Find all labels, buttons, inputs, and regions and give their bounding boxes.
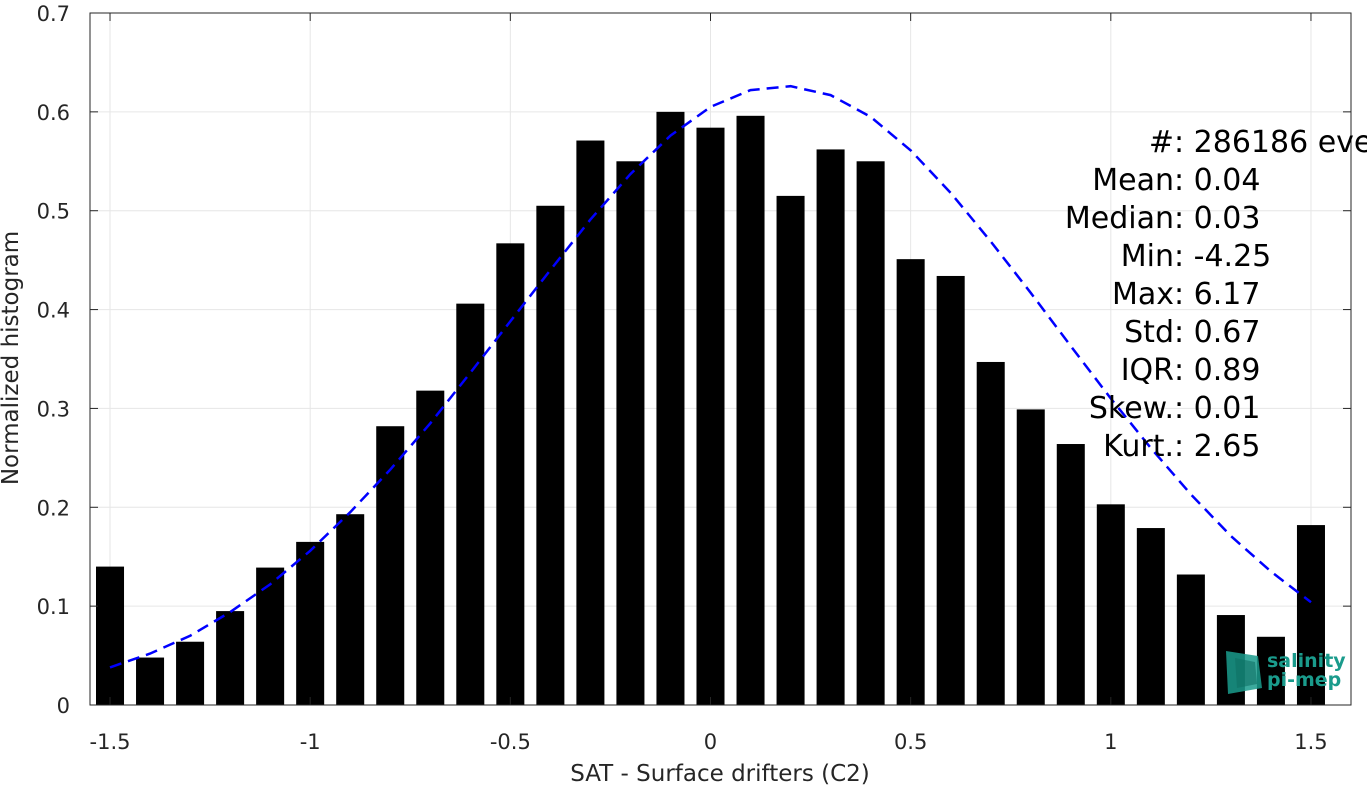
x-tick-label: -1.5 <box>90 730 131 754</box>
logo-line1: salinity <box>1267 650 1346 672</box>
histogram-bar <box>616 161 645 706</box>
histogram-bar <box>1176 574 1205 705</box>
histogram-bar <box>256 567 285 705</box>
x-tick-label: 0 <box>704 730 717 754</box>
tick-labels: -1.5 -1 -0.5 0 0.5 1 1.5 0 0.1 0.2 0.3 0.4 0.5 0.6 0.7 <box>37 2 1328 754</box>
histogram-bar <box>336 514 365 705</box>
histogram-bar <box>376 426 405 705</box>
histogram-bar <box>936 275 965 705</box>
stat-label: Kurt. <box>1103 429 1174 464</box>
y-axis-label: Normalized histogram <box>0 231 24 485</box>
histogram-bar <box>1296 525 1325 705</box>
histogram-bar <box>176 641 205 705</box>
y-tick-label: 0 <box>57 694 70 718</box>
stat-value: : 6.17 <box>1174 277 1260 312</box>
y-tick-label: 0.3 <box>37 397 70 421</box>
stat-label: Median <box>1065 201 1174 236</box>
histogram-bar <box>976 361 1005 705</box>
x-tick-label: -1 <box>300 730 321 754</box>
stat-label: Skew. <box>1089 391 1174 426</box>
axes <box>89 12 1352 706</box>
histogram-bar <box>856 161 885 706</box>
y-tick-label: 0.4 <box>37 299 70 323</box>
histogram-bar <box>576 140 605 706</box>
stat-label: Min <box>1121 239 1174 274</box>
histogram-bar <box>496 243 525 705</box>
histogram-bar <box>296 541 325 705</box>
stat-label: Std <box>1124 315 1174 350</box>
fit-curve-line <box>109 84 1312 669</box>
histogram-bar <box>216 611 245 705</box>
histogram-bar <box>696 127 725 705</box>
histogram-bar <box>656 111 685 706</box>
histogram-bar <box>816 149 845 705</box>
y-tick-label: 0.7 <box>37 2 70 26</box>
x-tick-label: 1.5 <box>1294 730 1327 754</box>
histogram-bar <box>776 195 805 705</box>
stat-value: : 0.89 <box>1174 353 1260 388</box>
stat-value: : 0.03 <box>1174 201 1260 236</box>
stat-label: Mean <box>1092 163 1174 198</box>
histogram-bar <box>1096 504 1125 705</box>
salinity-pi-mep-logo: salinity pi-mep <box>1226 650 1346 694</box>
histogram-bar <box>536 205 565 705</box>
logo-line2: pi-mep <box>1267 669 1341 691</box>
stat-value: : 0.67 <box>1174 315 1260 350</box>
y-tick-label: 0.5 <box>37 200 70 224</box>
histogram-bar <box>416 390 445 705</box>
x-tick-label: 1 <box>1104 730 1117 754</box>
histogram-bar <box>896 259 925 705</box>
histogram-bar <box>456 303 485 705</box>
stat-label: # <box>1149 125 1174 160</box>
stat-value: : 0.04 <box>1174 163 1260 198</box>
histogram-bar <box>96 566 125 705</box>
histogram-bars <box>96 111 1325 706</box>
histogram-bar <box>736 115 765 706</box>
stat-label: Max <box>1112 277 1174 312</box>
y-tick-label: 0.2 <box>37 496 70 520</box>
stat-value: : 2.65 <box>1174 429 1260 464</box>
y-tick-label: 0.1 <box>37 595 70 619</box>
x-tick-label: -0.5 <box>490 730 531 754</box>
histogram-bar <box>1136 528 1165 705</box>
logo-mark-shade <box>1235 658 1257 688</box>
histogram-bar <box>1256 636 1285 705</box>
histogram-bar <box>1056 444 1085 705</box>
plot-frame <box>89 12 1352 706</box>
stat-label: IQR <box>1121 353 1174 388</box>
x-tick-label: 0.5 <box>894 730 927 754</box>
histogram-bar <box>136 657 165 705</box>
y-tick-label: 0.6 <box>37 101 70 125</box>
histogram-bar <box>1016 409 1045 705</box>
stat-value: : 0.01 <box>1174 391 1260 426</box>
x-axis-label: SAT - Surface drifters (C2) <box>570 761 870 785</box>
stat-value: : -4.25 <box>1174 239 1271 274</box>
fit-curve <box>109 84 1312 669</box>
stat-value: : 286186 events <box>1174 125 1367 160</box>
